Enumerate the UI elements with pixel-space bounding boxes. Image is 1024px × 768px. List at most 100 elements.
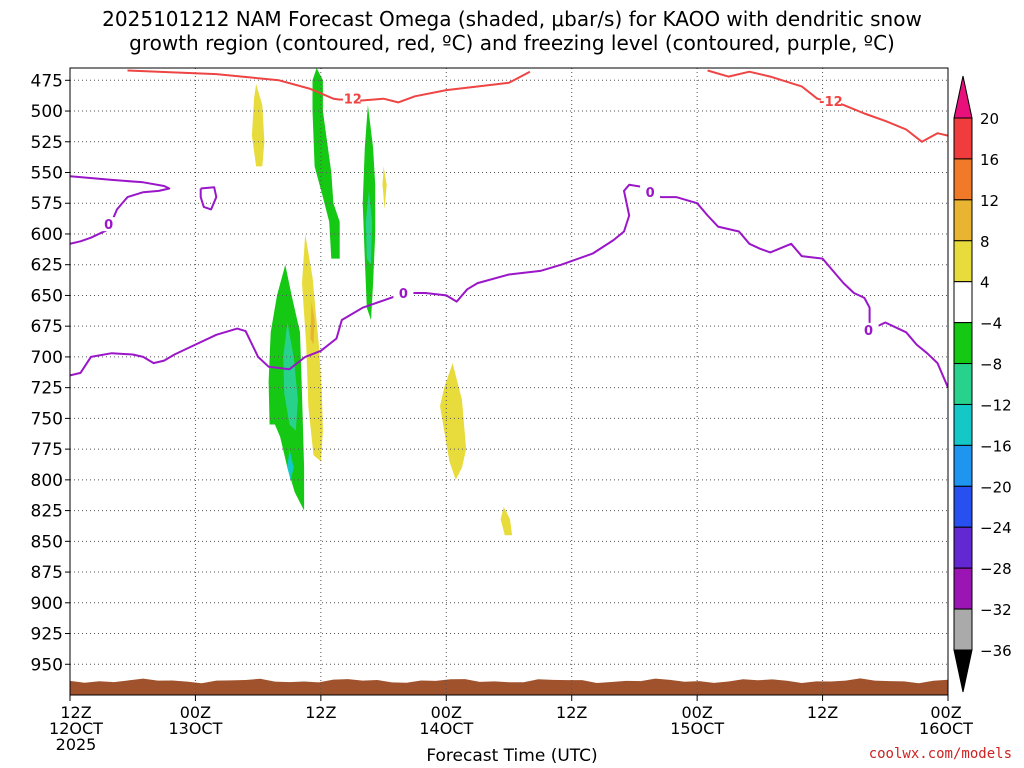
colorbar-box	[953, 363, 973, 405]
freezing-contour-line-0	[70, 175, 171, 245]
omega-region-3	[365, 190, 373, 265]
y-tick-label: 525	[31, 133, 63, 153]
x-tick-label: 12Z	[305, 703, 336, 722]
x-tick-label: 12OCT	[49, 719, 103, 738]
omega-region-0	[251, 84, 265, 167]
x-tick-label: 00Z	[180, 703, 211, 722]
colorbar-label: −12	[980, 396, 1012, 414]
colorbar-box	[953, 567, 973, 610]
y-axis: 475 500 525 550 575 600 625 650 675 700 725 750 775 8…	[31, 71, 70, 675]
colorbar-box	[953, 608, 973, 651]
dgz-contour-label: -12	[338, 93, 362, 108]
colorbar-label: −28	[980, 560, 1012, 578]
x-tick-label: 2025	[56, 735, 97, 754]
x-tick-label: 16OCT	[919, 719, 973, 738]
omega-shading-layer	[251, 68, 513, 536]
colorbar-box	[953, 403, 973, 446]
colorbar-bottom-arrow	[953, 649, 973, 693]
y-tick-label: 775	[31, 440, 63, 460]
terrain-fill	[70, 678, 948, 695]
omega-region-1	[312, 68, 340, 259]
y-tick-label: 500	[31, 102, 63, 122]
colorbar-label: −32	[980, 601, 1012, 619]
colorbar-box	[953, 281, 973, 324]
colorbar: 20 16 12 8 4 −4 −8 −12 −16 −20 −24 −28 −32 −36	[953, 75, 1012, 693]
colorbar-box	[953, 444, 973, 487]
colorbar-box	[953, 199, 973, 242]
dgz-contour-label: -12	[819, 95, 843, 110]
y-tick-label: 725	[31, 379, 63, 399]
colorbar-label: −36	[980, 642, 1012, 660]
y-tick-label: 650	[31, 286, 63, 306]
colorbar-box	[953, 240, 973, 283]
freezing-contour-label-bg	[858, 322, 879, 337]
freezing-contour-label-bg	[640, 185, 661, 200]
x-axis-label: Forecast Time (UTC)	[426, 746, 598, 766]
y-tick-label: 875	[31, 563, 63, 583]
y-tick-label: 625	[31, 256, 63, 276]
x-tick-label: 12Z	[60, 703, 91, 722]
y-tick-label: 925	[31, 625, 63, 645]
colorbar-label: 20	[980, 110, 999, 128]
colorbar-box	[953, 158, 973, 201]
colorbar-box	[953, 117, 973, 160]
colorbar-box	[953, 526, 973, 569]
y-tick-label: 750	[31, 409, 63, 429]
x-tick-label: 00Z	[431, 703, 462, 722]
colorbar-label: −16	[980, 437, 1012, 455]
colorbar-box	[953, 322, 973, 365]
colorbar-label: 8	[980, 233, 990, 251]
y-tick-label: 600	[31, 225, 63, 245]
y-tick-label: 475	[31, 71, 63, 91]
x-tick-label: 00Z	[930, 703, 961, 722]
colorbar-label: 12	[980, 192, 999, 210]
freezing-contour-line-2	[70, 183, 948, 388]
colorbar-box	[953, 485, 973, 528]
omega-region-11	[500, 506, 513, 536]
freezing-contour-label: 0	[104, 218, 113, 233]
colorbar-label: 16	[980, 151, 999, 169]
plot-frame	[69, 67, 949, 696]
y-tick-label: 800	[31, 471, 63, 491]
x-tick-label: 14OCT	[419, 719, 473, 738]
freezing-contour-label: 0	[864, 324, 873, 339]
omega-region-6	[310, 301, 315, 345]
chart-title-line2: growth region (contoured, red, ºC) and f…	[129, 31, 895, 55]
plot-background	[70, 68, 948, 695]
dgz-contour-label-bg	[820, 94, 841, 109]
terrain-layer	[70, 678, 948, 695]
freezing-contour-label-bg	[393, 285, 414, 300]
colorbar-label: −8	[980, 356, 1002, 374]
credit-text: coolwx.com/models	[868, 746, 1012, 762]
x-tick-label: 15OCT	[670, 719, 724, 738]
chart-title-line1: 2025101212 NAM Forecast Omega (shaded, μ…	[102, 7, 922, 31]
y-tick-label: 950	[31, 655, 63, 675]
y-tick-label: 700	[31, 348, 63, 368]
omega-region-4	[382, 166, 387, 210]
dgz-contour-line-0	[127, 69, 531, 104]
y-tick-label: 825	[31, 502, 63, 522]
colorbar-top-arrow	[953, 75, 973, 119]
omega-region-9	[287, 449, 294, 480]
y-tick-label: 850	[31, 532, 63, 552]
x-tick-label: 12Z	[556, 703, 587, 722]
colorbar-label: 4	[980, 274, 990, 292]
y-tick-label: 550	[31, 164, 63, 184]
y-tick-label: 900	[31, 594, 63, 614]
y-tick-label: 675	[31, 317, 63, 337]
dgz-contour-line-1	[707, 69, 948, 143]
freezing-contour-label-bg	[98, 217, 119, 232]
x-tick-label: 00Z	[681, 703, 712, 722]
freezing-contour-label: 0	[646, 186, 655, 201]
contour-layer: -12 -12 0 0 0 0	[70, 69, 948, 388]
omega-region-5	[302, 234, 323, 462]
y-tick-label: 575	[31, 194, 63, 214]
omega-region-8	[283, 322, 298, 431]
colorbar-label: −4	[980, 315, 1002, 333]
freezing-contour-label: 0	[399, 287, 408, 302]
freezing-contour-line-1	[199, 186, 218, 211]
x-tick-label: 12Z	[807, 703, 838, 722]
